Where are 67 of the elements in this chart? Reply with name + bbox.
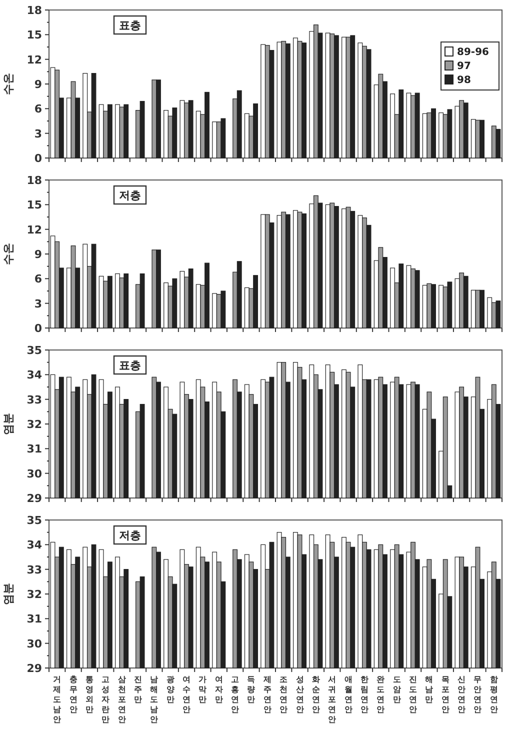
x-tick-label: 함평연안 (490, 675, 498, 714)
x-tick-label: 조천연안 (280, 675, 288, 714)
y-axis-title: 수온 (2, 243, 15, 265)
y-tick-label: 6 (34, 102, 42, 116)
y-tick-label: 31 (26, 612, 42, 626)
legend-label: 97 (457, 61, 471, 72)
x-tick-label: 해남만 (425, 675, 434, 704)
x-tick-label: 애월연안 (344, 675, 352, 714)
x-tick-label: 완도연안 (376, 675, 385, 714)
x-tick-label: 한림연안 (360, 675, 368, 714)
y-tick-label: 29 (26, 662, 42, 675)
y-tick-label: 34 (26, 538, 42, 552)
y-tick-label: 6 (34, 272, 42, 286)
y-tick-label: 12 (26, 53, 42, 66)
x-tick-label: 무안연안 (474, 675, 482, 714)
x-tick-label: 광양만 (166, 675, 174, 704)
x-tick-label: 거제도남안 (52, 675, 62, 724)
x-tick-label: 충무연안 (69, 675, 78, 714)
y-axis-title: 수온 (2, 73, 15, 95)
y-tick-label: 31 (26, 442, 42, 456)
x-tick-label: 서귀포연안 (328, 675, 336, 724)
x-tick-label: 득량만 (247, 675, 256, 704)
annotation: 표층 (119, 359, 141, 372)
y-tick-label: 15 (26, 28, 42, 42)
y-tick-label: 3 (34, 297, 42, 310)
y-tick-label: 0 (34, 322, 42, 335)
y-axis-title: 염분 (2, 413, 15, 435)
legend-label: 89-96 (457, 47, 490, 58)
x-tick-label: 삼천포연안 (118, 675, 126, 724)
x-tick-label: 고흥연안 (231, 675, 240, 714)
y-tick-label: 3 (34, 127, 42, 140)
x-tick-label: 진도연안 (409, 675, 418, 714)
y-tick-label: 15 (26, 198, 42, 212)
y-tick-label: 29 (26, 492, 42, 505)
x-tick-label: 신안연안 (458, 675, 466, 714)
y-tick-label: 35 (26, 344, 42, 357)
x-tick-label: 여수연안 (182, 675, 191, 714)
y-tick-label: 9 (34, 78, 42, 91)
x-tick-label: 가막만 (198, 675, 207, 704)
annotation: 표층 (119, 19, 141, 32)
x-tick-label: 성산연안 (296, 675, 304, 714)
x-tick-label: 여자만 (214, 675, 223, 704)
y-tick-label: 12 (26, 223, 42, 236)
y-tick-label: 18 (26, 4, 42, 17)
y-tick-label: 30 (26, 467, 42, 480)
y-tick-label: 0 (34, 152, 42, 165)
x-tick-label: 목포연안 (441, 675, 450, 714)
y-tick-label: 35 (26, 514, 42, 527)
y-tick-label: 18 (26, 174, 42, 187)
annotation: 저층 (119, 189, 141, 202)
x-tick-label: 제주연안 (262, 675, 272, 714)
x-tick-label: 통영외만 (85, 675, 94, 714)
y-tick-label: 33 (26, 393, 42, 406)
x-tick-label: 고성자란만 (102, 675, 110, 724)
y-tick-label: 33 (26, 563, 42, 576)
annotation: 저층 (119, 529, 141, 542)
y-tick-label: 34 (26, 368, 42, 382)
y-tick-label: 32 (26, 588, 42, 601)
y-tick-label: 32 (26, 418, 42, 431)
x-tick-label: 진주만 (134, 675, 142, 704)
y-axis-title: 염분 (2, 583, 15, 605)
x-tick-label: 남해도남안 (150, 675, 158, 724)
y-tick-label: 9 (34, 248, 42, 261)
x-tick-label: 화순연안 (312, 675, 320, 714)
y-tick-label: 30 (26, 637, 42, 650)
x-tick-label: 도암만 (392, 675, 401, 704)
legend-label: 98 (457, 75, 471, 86)
